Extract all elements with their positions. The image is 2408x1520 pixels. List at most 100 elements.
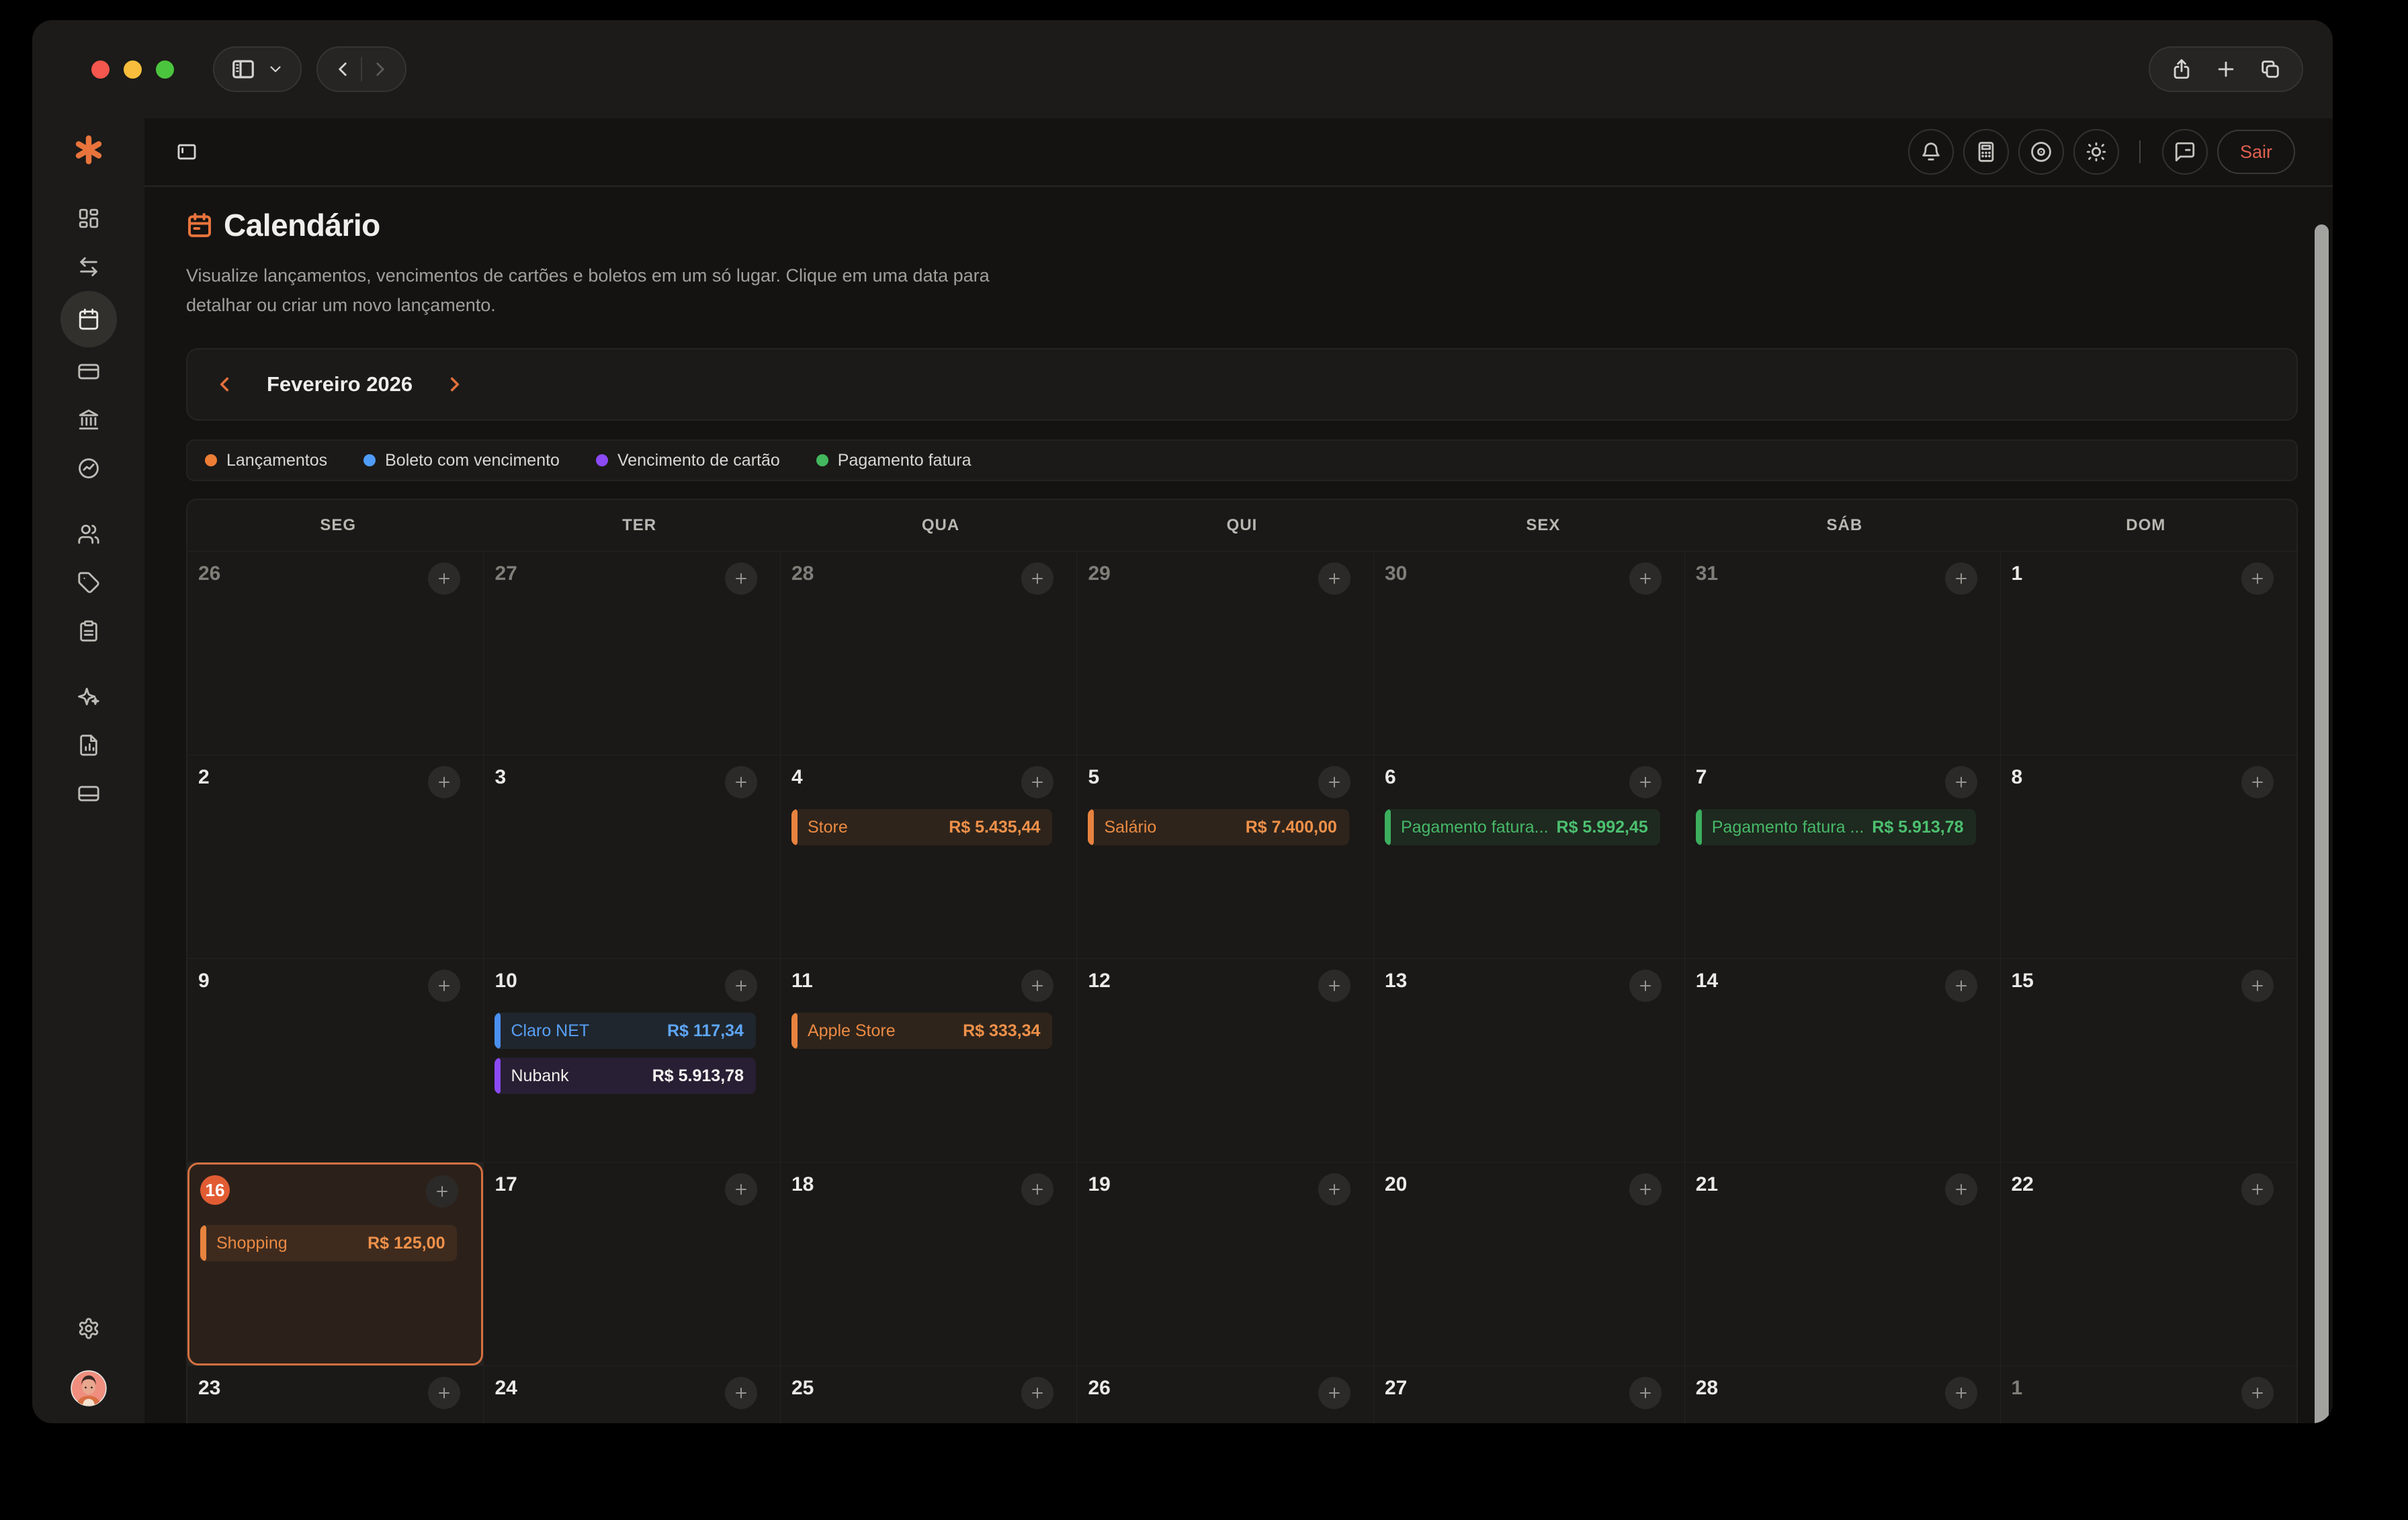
user-avatar[interactable]	[70, 1370, 107, 1408]
day-cell[interactable]: 28	[1684, 1366, 2000, 1423]
sidebar-item-calendar[interactable]	[60, 291, 117, 347]
add-event-button[interactable]	[1629, 1173, 1662, 1206]
sidebar-item-transactions[interactable]	[60, 243, 117, 291]
sidebar-item-planner[interactable]	[60, 607, 117, 655]
event-chip[interactable]: Store R$ 5.435,44	[791, 809, 1053, 845]
day-cell[interactable]: 26	[1077, 1366, 1373, 1423]
privacy-toggle-button[interactable]	[2018, 129, 2064, 175]
feedback-button[interactable]	[2161, 129, 2208, 175]
add-event-button[interactable]	[2241, 1173, 2274, 1206]
sidebar-item-dashboard[interactable]	[60, 194, 117, 243]
add-event-button[interactable]	[1318, 1377, 1350, 1409]
day-cell[interactable]: 29	[1077, 552, 1373, 755]
day-cell[interactable]: 26	[187, 552, 484, 755]
add-event-button[interactable]	[1318, 766, 1350, 798]
day-cell[interactable]: 27	[1373, 1366, 1684, 1423]
day-cell[interactable]: 12	[1077, 959, 1373, 1162]
add-event-button[interactable]	[428, 766, 461, 798]
tab-group-menu-button[interactable]	[267, 48, 284, 91]
day-cell[interactable]: 25	[780, 1366, 1077, 1423]
sidebar-item-reports[interactable]	[60, 721, 117, 769]
add-event-button[interactable]	[724, 766, 757, 798]
add-event-button[interactable]	[1021, 1377, 1054, 1409]
day-cell[interactable]: 4 Store R$ 5.435,44	[780, 755, 1077, 958]
add-event-button[interactable]	[2241, 766, 2274, 798]
add-event-button[interactable]	[1944, 1173, 1977, 1206]
add-event-button[interactable]	[724, 562, 757, 595]
add-event-button[interactable]	[2241, 970, 2274, 1002]
add-event-button[interactable]	[428, 562, 461, 595]
new-tab-button[interactable]	[2204, 48, 2248, 91]
forward-button[interactable]	[362, 48, 398, 91]
browser-sidebar-toggle-button[interactable]	[230, 48, 256, 91]
app-logo[interactable]	[73, 134, 104, 167]
event-chip[interactable]: Nubank R$ 5.913,78	[494, 1058, 756, 1094]
prev-month-button[interactable]	[213, 373, 236, 396]
back-button[interactable]	[325, 48, 361, 91]
day-cell[interactable]: 17	[484, 1163, 780, 1365]
add-event-button[interactable]	[2241, 1377, 2274, 1409]
add-event-button[interactable]	[1021, 1173, 1054, 1206]
day-cell[interactable]: 20	[1373, 1163, 1684, 1365]
day-cell[interactable]: 18	[780, 1163, 1077, 1365]
page-scrollbar[interactable]	[2315, 224, 2329, 1423]
day-cell[interactable]: 23	[187, 1366, 484, 1423]
day-cell[interactable]: 19	[1077, 1163, 1373, 1365]
sidebar-item-cards[interactable]	[60, 347, 117, 396]
sidebar-item-performance[interactable]	[60, 444, 117, 493]
day-cell[interactable]: 24	[484, 1366, 780, 1423]
add-event-button[interactable]	[1629, 1377, 1662, 1409]
sidebar-item-banks[interactable]	[60, 396, 117, 444]
add-event-button[interactable]	[1629, 970, 1662, 1002]
calculator-button[interactable]	[1963, 129, 2009, 175]
event-chip[interactable]: Shopping R$ 125,00	[200, 1225, 458, 1261]
add-event-button[interactable]	[1318, 1173, 1350, 1206]
add-event-button[interactable]	[1021, 970, 1054, 1002]
notifications-button[interactable]	[1907, 129, 1954, 175]
tab-overview-button[interactable]	[2248, 48, 2292, 91]
sign-out-button[interactable]: Sair	[2217, 130, 2295, 174]
day-cell[interactable]: 28	[780, 552, 1077, 755]
add-event-button[interactable]	[428, 1377, 461, 1409]
day-cell[interactable]: 9	[187, 959, 484, 1162]
add-event-button[interactable]	[1021, 562, 1054, 595]
add-event-button[interactable]	[426, 1175, 459, 1208]
day-cell[interactable]: 13	[1373, 959, 1684, 1162]
sidebar-item-ai[interactable]	[60, 673, 117, 721]
event-chip[interactable]: Pagamento fatura ... R$ 5.913,78	[1695, 809, 1976, 845]
add-event-button[interactable]	[1318, 970, 1350, 1002]
day-cell[interactable]: 14	[1684, 959, 2000, 1162]
day-cell[interactable]: 31	[1684, 552, 2000, 755]
add-event-button[interactable]	[724, 1173, 757, 1206]
event-chip[interactable]: Apple Store R$ 333,34	[791, 1013, 1053, 1049]
add-event-button[interactable]	[724, 970, 757, 1002]
day-cell[interactable]: 22	[2000, 1163, 2296, 1365]
day-cell[interactable]: 3	[484, 755, 780, 958]
day-cell[interactable]: 1	[2000, 552, 2296, 755]
add-event-button[interactable]	[1944, 970, 1977, 1002]
day-cell[interactable]: 11 Apple Store R$ 333,34	[780, 959, 1077, 1162]
add-event-button[interactable]	[1944, 766, 1977, 798]
day-cell[interactable]: 27	[484, 552, 780, 755]
day-cell[interactable]: 16 Shopping R$ 125,00	[187, 1163, 484, 1365]
next-month-button[interactable]	[443, 373, 466, 396]
sidebar-item-accounts[interactable]	[60, 769, 117, 818]
close-window-button[interactable]	[91, 60, 110, 79]
add-event-button[interactable]	[428, 970, 461, 1002]
add-event-button[interactable]	[1318, 562, 1350, 595]
add-event-button[interactable]	[724, 1377, 757, 1409]
add-event-button[interactable]	[1944, 1377, 1977, 1409]
day-cell[interactable]: 1	[2000, 1366, 2296, 1423]
day-cell[interactable]: 5 Salário R$ 7.400,00	[1077, 755, 1373, 958]
maximize-window-button[interactable]	[156, 60, 174, 79]
day-cell[interactable]: 21	[1684, 1163, 2000, 1365]
event-chip[interactable]: Salário R$ 7.400,00	[1088, 809, 1349, 845]
app-panel-toggle-button[interactable]	[175, 118, 198, 185]
sidebar-item-tags[interactable]	[60, 558, 117, 607]
theme-toggle-button[interactable]	[2073, 129, 2119, 175]
event-chip[interactable]: Claro NET R$ 117,34	[494, 1013, 756, 1049]
add-event-button[interactable]	[1629, 766, 1662, 798]
event-chip[interactable]: Pagamento fatura... R$ 5.992,45	[1384, 809, 1660, 845]
add-event-button[interactable]	[1944, 562, 1977, 595]
sidebar-item-members[interactable]	[60, 510, 117, 558]
